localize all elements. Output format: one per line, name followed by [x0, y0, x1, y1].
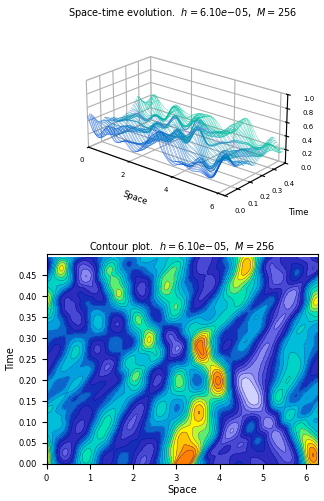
X-axis label: Space: Space	[122, 190, 149, 207]
Title: Space-time evolution.  $h = 6.10e{-}05$,  $M = 256$: Space-time evolution. $h = 6.10e{-}05$, …	[68, 6, 297, 20]
X-axis label: Space: Space	[168, 485, 197, 495]
Y-axis label: Time: Time	[288, 208, 308, 217]
Title: Contour plot.  $h = 6.10e{-}05$,  $M = 256$: Contour plot. $h = 6.10e{-}05$, $M = 256…	[89, 240, 275, 255]
Y-axis label: Time: Time	[6, 347, 16, 371]
